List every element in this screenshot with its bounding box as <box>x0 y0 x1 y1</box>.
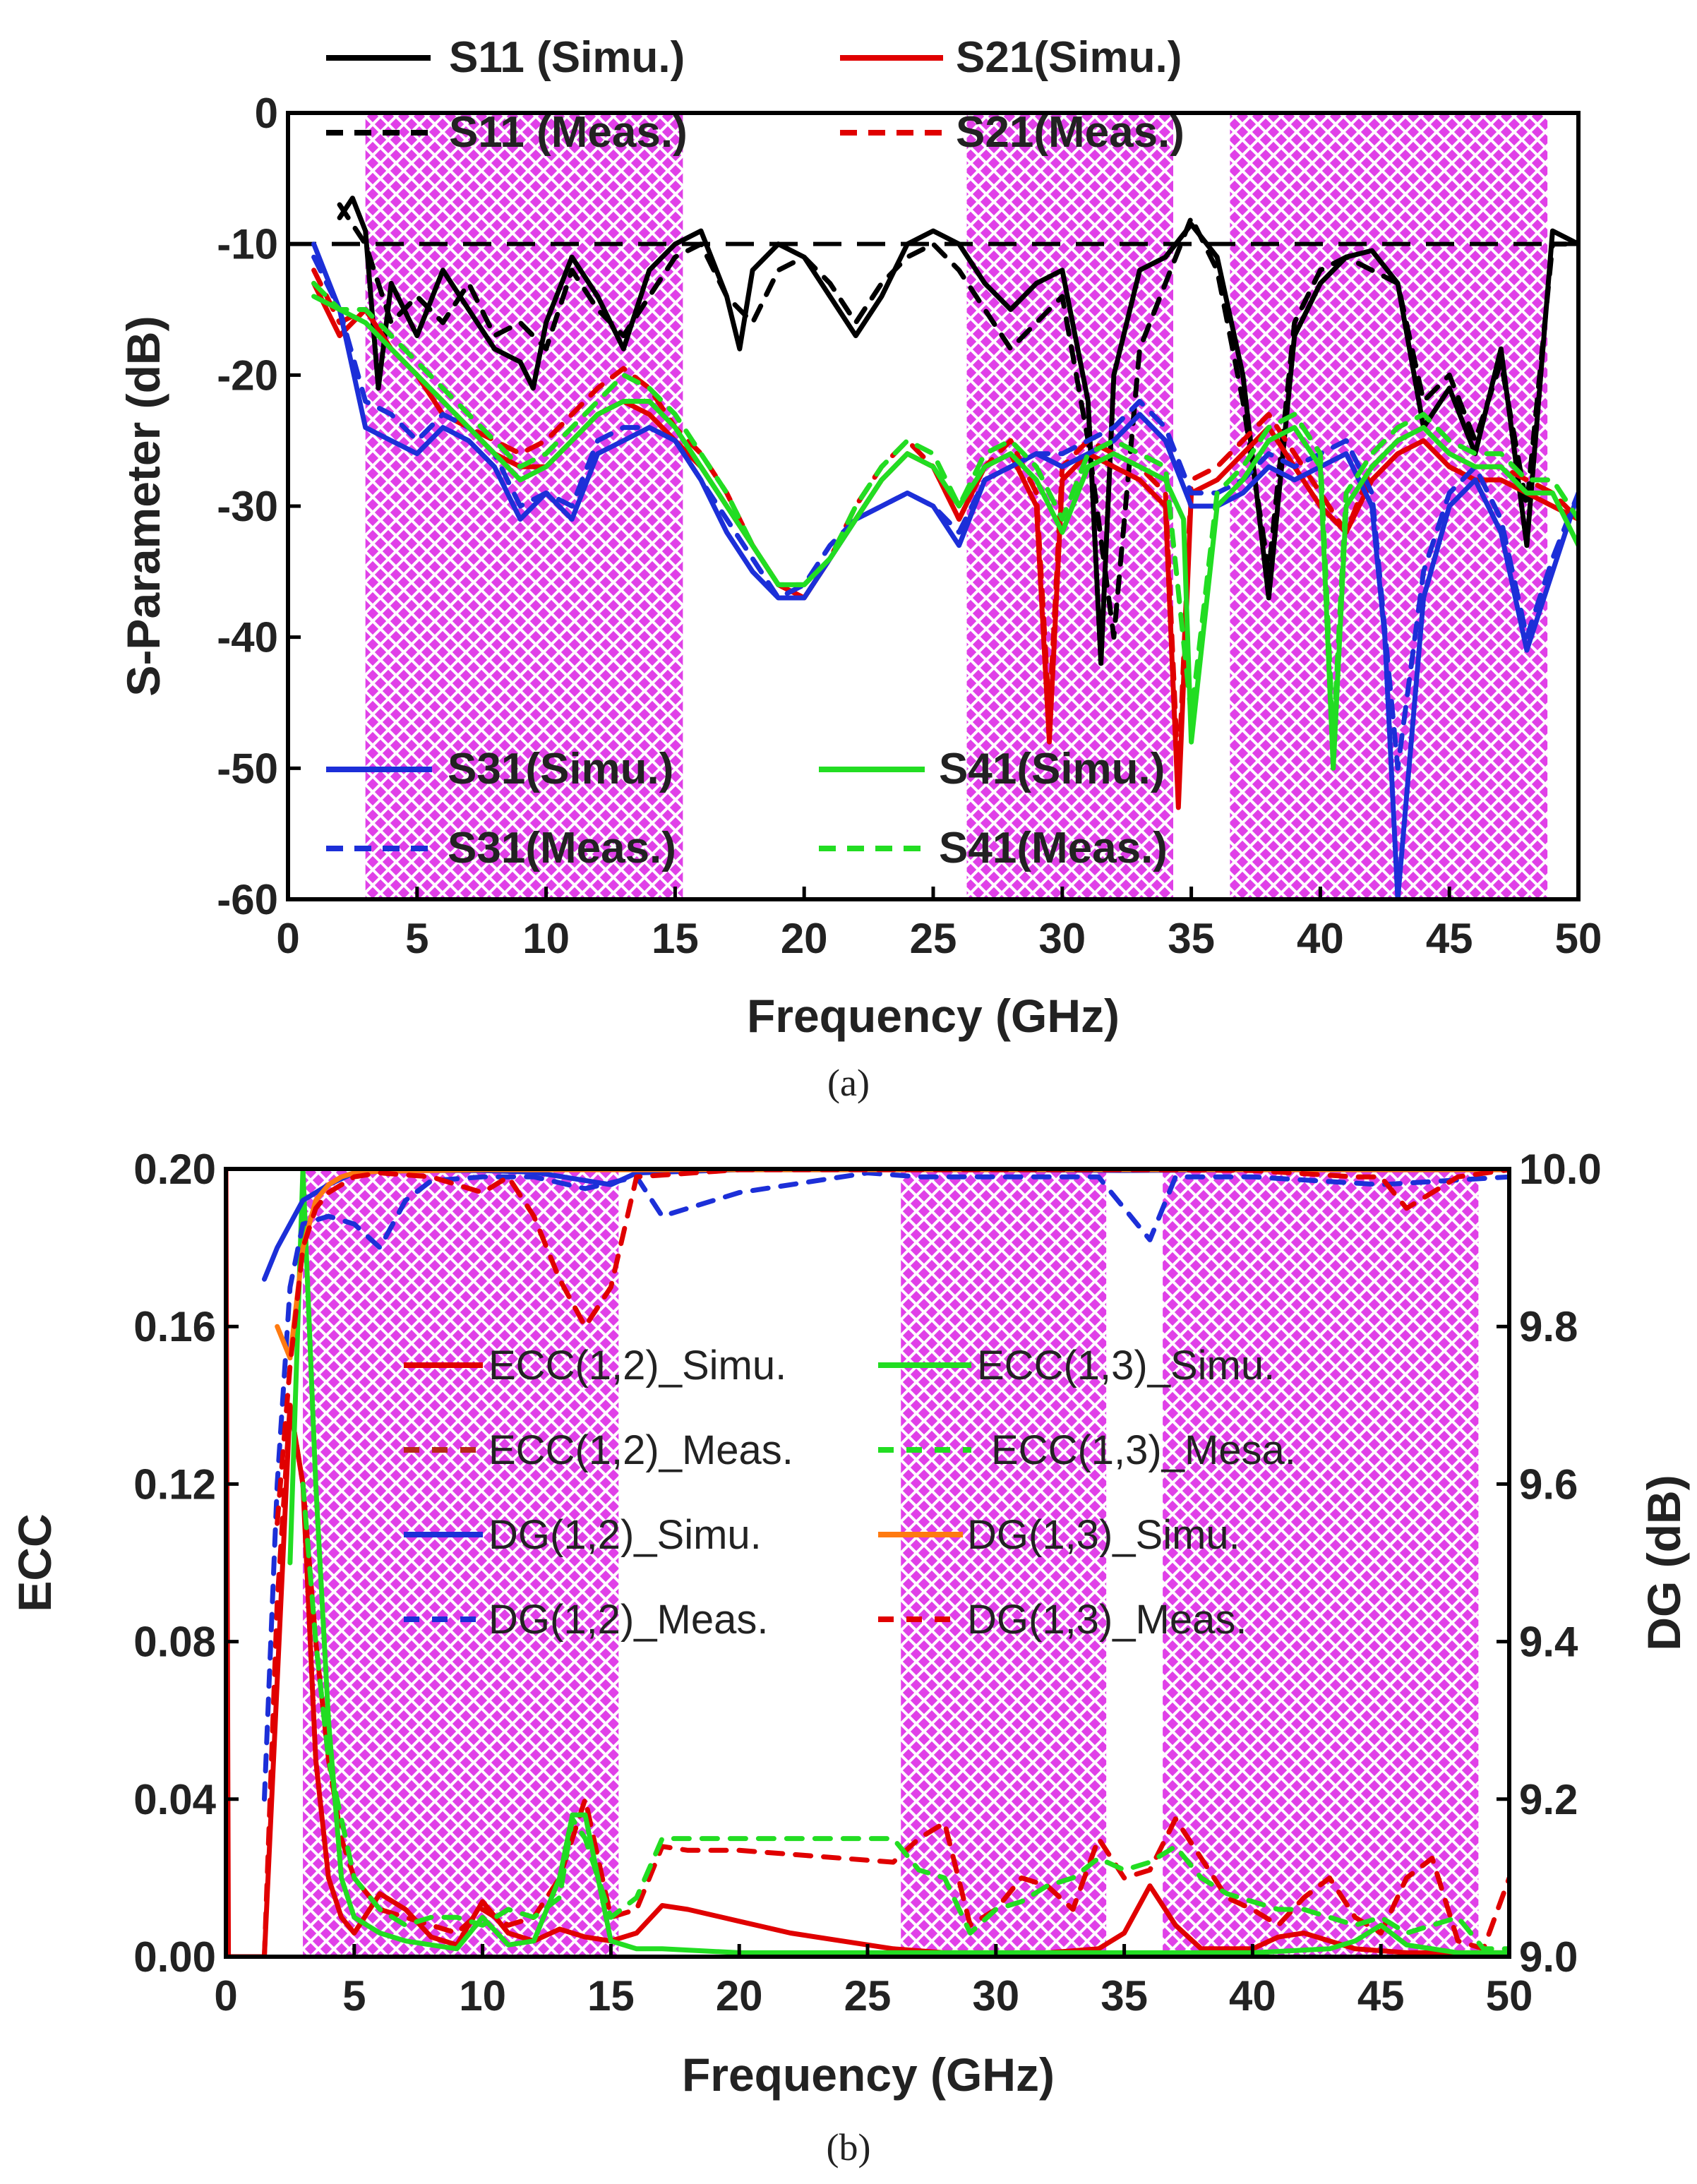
y-tick-label: -10 <box>217 221 278 268</box>
legend-label-ecc13-meas: ECC(1,3)_Mesa. <box>991 1427 1296 1473</box>
legend-label-ecc12-meas: ECC(1,2)_Meas. <box>488 1427 793 1473</box>
series-ecc-1-3-mesa <box>300 1481 1509 1952</box>
series-dg-1-2-meas <box>262 1170 1509 1802</box>
legend-label-dg13-meas: DG(1,3)_Meas. <box>967 1597 1247 1643</box>
y2-tick-label: 9.0 <box>1519 1933 1578 1981</box>
y2-tick-label: 9.6 <box>1519 1460 1578 1508</box>
legend-label-s41-meas: S41(Meas.) <box>939 824 1168 872</box>
panel-a-x-axis-title: Frequency (GHz) <box>747 990 1120 1042</box>
series-dg-1-3-meas <box>275 1169 1509 1526</box>
y-tick-label: -20 <box>217 352 278 399</box>
y2-tick-label: 10.0 <box>1519 1146 1602 1193</box>
panel-a-x-ticks: 0 5 10 15 20 25 30 35 40 45 50 <box>276 887 1602 962</box>
x-tick-label: 0 <box>214 1972 237 2020</box>
y-tick-label: 0.16 <box>133 1303 216 1350</box>
series-s21-meas <box>311 268 1578 784</box>
x-tick-label: 40 <box>1297 915 1344 962</box>
x-tick-label: 15 <box>652 915 699 962</box>
x-tick-label: 0 <box>276 915 299 962</box>
y-tick-label: 0 <box>255 90 278 137</box>
x-tick-label: 10 <box>459 1972 506 2020</box>
legend-label-s41-simu: S41(Simu.) <box>939 745 1165 793</box>
x-tick-label: 30 <box>1038 915 1086 962</box>
y-tick-label: 0.08 <box>133 1619 216 1666</box>
legend-label-s11-simu: S11 (Simu.) <box>449 33 685 82</box>
panel-b-highlight-bands <box>303 1169 1479 1957</box>
y-tick-label: 0.12 <box>133 1460 216 1508</box>
panel-b: 0 5 10 15 20 25 30 35 40 45 50 0.00 0.04 0.08 0.12 0.1… <box>8 1146 1690 2168</box>
y-tick-label: 0.00 <box>133 1933 216 1981</box>
x-tick-label: 35 <box>1101 1972 1148 2020</box>
highlight-band-3 <box>1163 1169 1479 1957</box>
series-s41-simu <box>311 294 1578 771</box>
x-tick-label: 5 <box>342 1972 366 2020</box>
panel-a-y-axis-title: S-Parameter (dB) <box>117 316 169 696</box>
panel-a-legend: S11 (Simu.) S21(Simu.) S11 (Meas.) S21(M… <box>326 33 1185 872</box>
panel-b-y-axis-title: ECC <box>8 1513 61 1612</box>
series-s11-meas <box>337 202 1578 640</box>
x-tick-label: 50 <box>1486 1972 1533 2020</box>
panel-a-y-ticks: 0 -10 -20 -30 -40 -50 -60 <box>217 90 301 923</box>
series-s41-meas <box>311 280 1578 745</box>
y-tick-label: -50 <box>217 745 278 792</box>
y2-tick-label: 9.4 <box>1519 1619 1578 1666</box>
panel-a-caption: (a) <box>827 1062 870 1104</box>
x-tick-label: 25 <box>910 915 957 962</box>
legend-label-ecc12-simu: ECC(1,2)_Simu. <box>488 1343 786 1388</box>
y-tick-label: -30 <box>217 483 278 530</box>
legend-label-s21-meas: S21(Meas.) <box>956 108 1185 157</box>
x-tick-label: 20 <box>716 1972 763 2020</box>
series-ecc-1-3-simu <box>287 1169 1509 1955</box>
legend-label-s31-simu: S31(Simu.) <box>448 745 673 793</box>
x-tick-label: 20 <box>781 915 828 962</box>
legend-label-s31-meas: S31(Meas.) <box>448 824 676 872</box>
x-tick-label: 10 <box>522 915 570 962</box>
y2-tick-label: 9.8 <box>1519 1303 1578 1350</box>
series-s11-simu <box>337 196 1578 666</box>
legend-label-dg12-meas: DG(1,2)_Meas. <box>488 1597 768 1643</box>
panel-b-legend: ECC(1,2)_Simu. ECC(1,3)_Simu. ECC(1,2)_M… <box>404 1343 1296 1643</box>
y2-tick-label: 9.2 <box>1519 1776 1578 1823</box>
panel-b-y2-axis-title: DG (dB) <box>1638 1475 1690 1650</box>
legend-label-dg13-simu: DG(1,3)_Simu. <box>967 1512 1240 1558</box>
x-tick-label: 45 <box>1426 915 1473 962</box>
legend-label-s11-meas: S11 (Meas.) <box>449 108 688 157</box>
legend-label-dg12-simu: DG(1,2)_Simu. <box>488 1512 762 1558</box>
x-tick-label: 35 <box>1168 915 1215 962</box>
highlight-band-1 <box>303 1169 619 1957</box>
series-ecc-1-2-simu <box>226 1169 1509 1957</box>
panel-b-y-ticks: 0.00 0.04 0.08 0.12 0.16 0.20 <box>133 1146 239 1981</box>
x-tick-label: 50 <box>1555 915 1602 962</box>
panel-b-series <box>226 1169 1509 1957</box>
panel-b-caption: (b) <box>827 2126 871 2168</box>
x-tick-label: 15 <box>587 1972 635 2020</box>
x-tick-label: 25 <box>844 1972 892 2020</box>
y-tick-label: -40 <box>217 614 278 661</box>
panel-a: 0 5 10 15 20 25 30 35 40 45 50 0 -10 -20 -30 -40 -50 -60… <box>117 33 1602 1104</box>
panel-b-y2-ticks: 9.0 9.2 9.4 9.6 9.8 10.0 <box>1497 1146 1602 1981</box>
x-tick-label: 5 <box>405 915 428 962</box>
x-tick-label: 30 <box>972 1972 1019 2020</box>
panel-b-x-axis-title: Frequency (GHz) <box>682 2048 1055 2101</box>
y-tick-label: 0.04 <box>133 1776 216 1823</box>
highlight-band-2 <box>901 1169 1107 1957</box>
y-tick-label: 0.20 <box>133 1146 216 1193</box>
series-s31-meas <box>311 254 1578 771</box>
panel-b-x-ticks: 0 5 10 15 20 25 30 35 40 45 50 <box>214 1944 1533 2020</box>
y-tick-label: -60 <box>217 876 278 923</box>
panel-a-series <box>311 196 1578 899</box>
legend-label-s21-simu: S21(Simu.) <box>956 33 1182 82</box>
legend-label-ecc13-simu: ECC(1,3)_Simu. <box>977 1343 1275 1388</box>
x-tick-label: 45 <box>1357 1972 1405 2020</box>
x-tick-label: 40 <box>1229 1972 1276 2020</box>
